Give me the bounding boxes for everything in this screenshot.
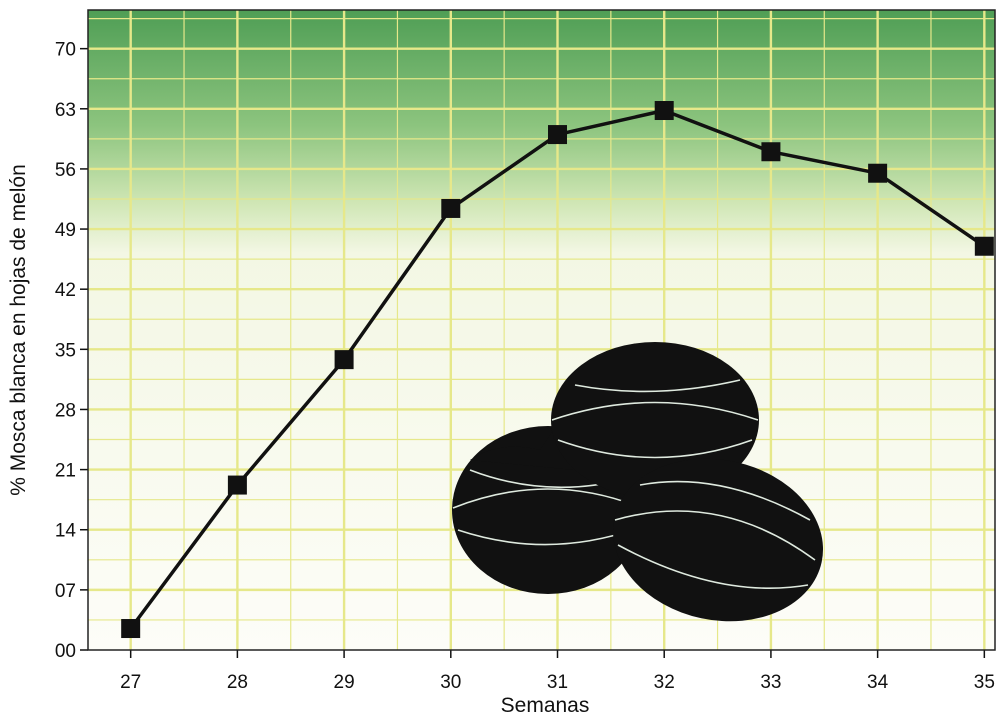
y-tick-label: 63 [55, 100, 76, 121]
y-tick-label: 49 [55, 220, 76, 241]
data-point [227, 475, 247, 495]
y-tick-label: 14 [55, 521, 77, 542]
data-point [441, 198, 461, 218]
y-tick-label: 28 [55, 400, 76, 421]
y-tick-label: 56 [55, 160, 76, 181]
data-point [654, 101, 674, 121]
x-tick-label: 34 [867, 672, 889, 693]
x-tick-label: 30 [440, 672, 461, 693]
y-tick-label: 70 [55, 40, 76, 61]
y-tick-label: 42 [55, 280, 76, 301]
x-tick-label: 35 [974, 672, 995, 693]
y-tick-label: 21 [55, 461, 76, 482]
y-axis-title: % Mosca blanca en hojas de melón [7, 164, 30, 496]
x-tick-label: 33 [760, 672, 781, 693]
data-point [761, 142, 781, 162]
axes: 27 28 29 30 31 32 33 34 35 00 07 14 21 28 35 42 49 56 63 70 [55, 9, 996, 693]
x-tick-label: 29 [334, 672, 355, 693]
y-tick-label: 07 [55, 581, 76, 602]
data-point [121, 619, 141, 639]
x-axis-title: Semanas [501, 694, 590, 717]
x-tick-label: 27 [120, 672, 141, 693]
x-tick-label: 28 [227, 672, 248, 693]
y-tick-label: 00 [55, 641, 76, 662]
data-point [334, 350, 354, 370]
data-point [974, 236, 994, 256]
melon-icon [452, 342, 824, 622]
x-tick-label: 32 [654, 672, 675, 693]
data-point [868, 163, 888, 183]
y-tick-label: 35 [55, 340, 76, 361]
plot-frame [87, 9, 996, 651]
data-point [548, 125, 568, 145]
series [121, 101, 994, 639]
x-tick-label: 31 [547, 672, 568, 693]
